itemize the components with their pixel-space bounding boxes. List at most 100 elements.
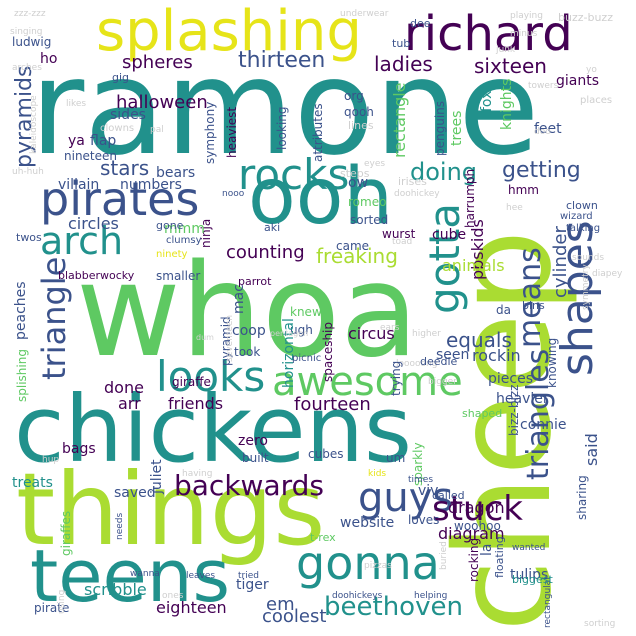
word-dum: dum — [196, 333, 214, 342]
word-rectangle: rectangle — [390, 82, 409, 158]
word-rockin: rockin — [472, 346, 521, 365]
word-bears: bears — [156, 165, 196, 181]
word-awesome: awesome — [272, 359, 463, 405]
word-irises: irises — [398, 175, 427, 188]
word-giraffe: giraffe — [172, 375, 211, 389]
word-using: using — [57, 589, 67, 614]
word-tried: tried — [238, 571, 259, 581]
word-ya: ya — [68, 133, 85, 149]
word-friends: friends — [168, 394, 224, 413]
word-sorting: sorting — [584, 619, 616, 629]
word-saved: saved — [114, 485, 156, 501]
word-looooong: looooong — [396, 359, 438, 369]
word-pentagon: pentagon — [270, 329, 309, 338]
word-biggest: biggest — [512, 573, 553, 586]
word-wizard: wizard — [560, 211, 593, 222]
word-coolest: coolest — [262, 606, 327, 627]
word-tub: tub — [392, 37, 411, 50]
word-cylinder: cylinder — [550, 226, 571, 298]
word-hee: hee — [506, 203, 523, 213]
word-woohoo: woohoo — [454, 519, 501, 533]
word-sorted: sorted — [350, 213, 389, 227]
word-ones: ones — [162, 591, 184, 601]
word-loves: loves — [408, 513, 440, 527]
word-giants: giants — [556, 73, 600, 89]
word-halloween: halloween — [116, 92, 208, 113]
word-came: came — [336, 239, 370, 253]
word-org: org — [344, 89, 364, 103]
word-ludwig: ludwig — [12, 35, 52, 49]
word-getting: getting — [502, 158, 581, 183]
word-aki: aki — [264, 221, 281, 234]
word-seventeen: seventeen — [225, 314, 235, 362]
word-seen: seen — [436, 347, 470, 363]
word-doing: doing — [410, 158, 478, 186]
word-sides: sides — [110, 107, 146, 123]
word-heaviest: heaviest — [225, 106, 239, 158]
word-bizz-bizz: bizz-bizz — [507, 384, 521, 436]
word-bags: bags — [62, 441, 96, 457]
word-steps: steps — [340, 167, 370, 180]
word-heavier: heavier — [496, 391, 549, 407]
word-freaking: freaking — [316, 244, 398, 268]
word-villain: villain — [58, 177, 100, 193]
word-clowns: clowns — [100, 123, 135, 134]
word-circles: circles — [68, 214, 119, 233]
word-tulips: tulips — [510, 567, 549, 583]
word-splishing: splishing — [15, 349, 29, 402]
word-doohickeys: doohickeys — [332, 591, 383, 601]
word-sixteen: sixteen — [474, 54, 547, 78]
word-hmm: hmm — [508, 183, 539, 197]
word-dee: dee — [410, 17, 431, 30]
word-higher: higher — [412, 329, 441, 339]
word-deedle: deedle — [420, 355, 458, 368]
word-means: means — [513, 247, 548, 348]
word-zzz-zzz: zzz-zzz — [14, 9, 46, 19]
word-symmetry: symmetry — [581, 264, 591, 310]
word-spaceship: spaceship — [321, 321, 335, 382]
word-teens: teens — [30, 534, 230, 618]
word-coop: coop — [232, 323, 266, 339]
word-diapey: diapey — [592, 269, 623, 279]
word-em: em — [266, 594, 295, 615]
word-pizzas: pizzas — [364, 561, 392, 571]
word-t-rex: t-rex — [310, 531, 336, 544]
word-blabberwocky: blabberwocky — [58, 269, 135, 282]
word-pirate: pirate — [34, 601, 70, 615]
word-called: called — [432, 489, 465, 502]
word-took: took — [234, 345, 261, 359]
word-sharing: sharing — [575, 475, 589, 520]
word-built: built — [242, 451, 269, 465]
word-doohickey: doohickey — [394, 189, 440, 199]
word-splashing: splashing — [96, 0, 362, 64]
word-attributes: attributes — [311, 103, 325, 162]
word-knew: knew — [290, 305, 322, 319]
word-doo: doo — [534, 127, 551, 137]
word-hup: hup — [42, 455, 60, 465]
word-mac: mac — [231, 284, 247, 314]
word-qooh: qooh — [344, 105, 374, 119]
word-looking: looking — [275, 106, 289, 150]
word-stuck: stuck — [432, 489, 523, 529]
word-knights: knights — [499, 78, 515, 130]
word-arch: arch — [40, 219, 124, 263]
word-treats: treats — [12, 475, 53, 491]
word-gonna: gonna — [296, 536, 440, 590]
word-whoa: whoa — [76, 237, 419, 386]
word-leaves: leaves — [186, 571, 216, 581]
word-harrumph: harrumph — [463, 168, 477, 228]
word-likes: likes — [66, 99, 87, 109]
word-done: done — [104, 378, 144, 397]
word-cubes: cubes — [308, 447, 344, 461]
word-arches: arches — [12, 63, 42, 73]
word-times: times — [408, 475, 434, 485]
word-parrot: parrot — [238, 275, 272, 288]
word-trying: trying — [389, 360, 403, 396]
word-um: um — [386, 451, 406, 465]
word-chickens: chickens — [14, 376, 412, 483]
word-symphony: symphony — [203, 101, 217, 164]
word-things: things — [16, 451, 326, 568]
word-rocks: rocks — [238, 150, 350, 199]
word-clumsy: clumsy — [166, 235, 202, 246]
word-wanted: wanted — [512, 543, 546, 553]
